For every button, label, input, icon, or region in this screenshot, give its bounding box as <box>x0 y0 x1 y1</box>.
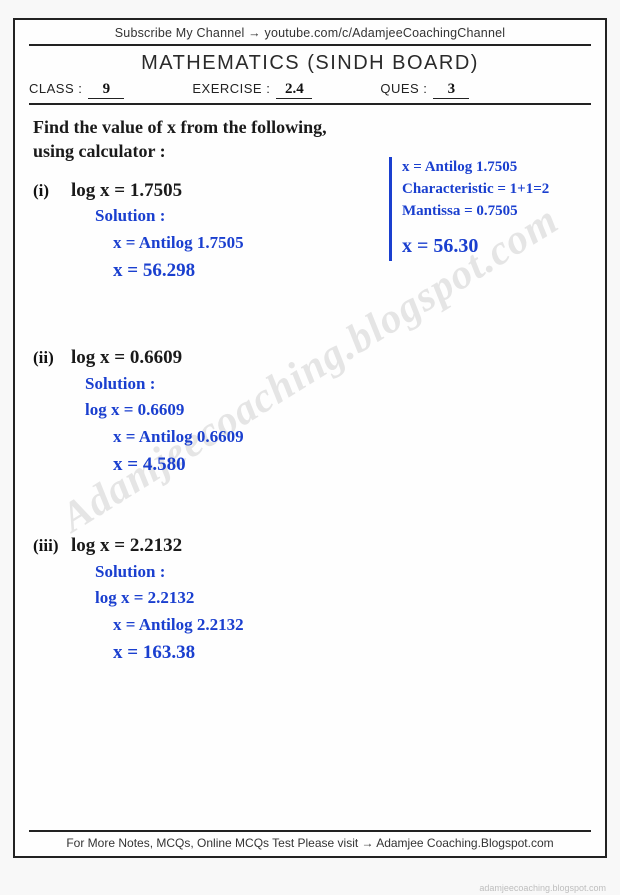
page-frame: Subscribe My Channel → youtube.com/c/Ada… <box>13 18 607 858</box>
problem-1: (i) log x = 1.7505 Solution : x = Antilo… <box>33 178 587 286</box>
side-line1: x = Antilog 1.7505 <box>402 157 589 179</box>
exercise-value: 2.4 <box>276 81 312 99</box>
problem-num: (i) <box>33 181 67 201</box>
step: x = Antilog 0.6609 <box>113 424 587 450</box>
step: log x = 2.2132 <box>95 585 587 611</box>
step: x = 163.38 <box>113 638 587 667</box>
step: x = Antilog 1.7505 <box>113 230 587 256</box>
class-value: 9 <box>88 81 124 99</box>
problem-num: (ii) <box>33 348 67 368</box>
page-title: MATHEMATICS (SINDH BOARD) <box>29 46 591 81</box>
ques-label: QUES : <box>380 81 427 96</box>
problem-given: log x = 1.7505 <box>71 180 182 201</box>
problem-2: (ii) log x = 0.6609 Solution : log x = 0… <box>33 345 587 479</box>
class-label: CLASS : <box>29 81 82 96</box>
problem-given: log x = 0.6609 <box>71 347 182 368</box>
problem-num: (iii) <box>33 536 67 556</box>
content-area: Adamjeecoaching.blogspot.com Find the va… <box>29 105 591 668</box>
exercise-label: EXERCISE : <box>192 81 270 96</box>
solution-label: Solution : <box>95 203 587 229</box>
step: x = 56.298 <box>113 256 587 285</box>
problem-3: (iii) log x = 2.2132 Solution : log x = … <box>33 533 587 667</box>
ques-value: 3 <box>433 81 469 99</box>
step: x = 4.580 <box>113 450 587 479</box>
meta-row: CLASS : 9 EXERCISE : 2.4 QUES : 3 <box>29 81 591 105</box>
step: x = Antilog 2.2132 <box>113 612 587 638</box>
problem-given: log x = 2.2132 <box>71 535 182 556</box>
footer-line: For More Notes, MCQs, Online MCQs Test P… <box>29 830 591 850</box>
step: log x = 0.6609 <box>85 397 587 423</box>
solution-label: Solution : <box>95 559 587 585</box>
outer-footer: adamjeecoaching.blogspot.com <box>479 883 606 893</box>
subscribe-line: Subscribe My Channel → youtube.com/c/Ada… <box>29 24 591 46</box>
solution-label: Solution : <box>85 371 587 397</box>
question-line1: Find the value of x from the following, <box>33 115 587 139</box>
